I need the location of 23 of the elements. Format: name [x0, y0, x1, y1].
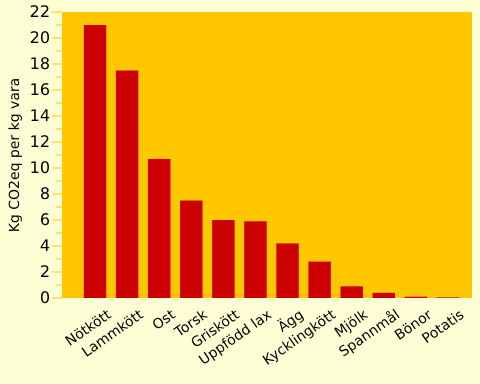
y-tick-label: 12	[30, 132, 50, 152]
bar	[148, 158, 170, 298]
bar	[116, 70, 138, 298]
y-tick-label: 8	[40, 184, 50, 204]
bar	[244, 221, 267, 298]
bar	[180, 200, 203, 298]
bar	[276, 243, 299, 298]
y-tick-label: 18	[30, 54, 50, 74]
bar	[212, 220, 235, 298]
y-tick-label: 16	[30, 80, 50, 100]
y-axis-title: Kg CO2eq per kg vara	[6, 78, 23, 232]
y-tick-label: 22	[30, 2, 50, 22]
y-tick-label: 14	[30, 106, 50, 126]
y-tick-label: 4	[40, 236, 50, 256]
y-tick-label: 2	[40, 262, 50, 282]
bar	[84, 25, 106, 298]
bar	[372, 292, 396, 298]
y-tick-label: 20	[30, 28, 50, 48]
bar	[340, 286, 363, 298]
y-tick-label: 10	[30, 158, 50, 178]
bar	[308, 262, 331, 298]
y-tick-label: 6	[40, 210, 50, 230]
y-tick-label: 0	[40, 288, 50, 308]
